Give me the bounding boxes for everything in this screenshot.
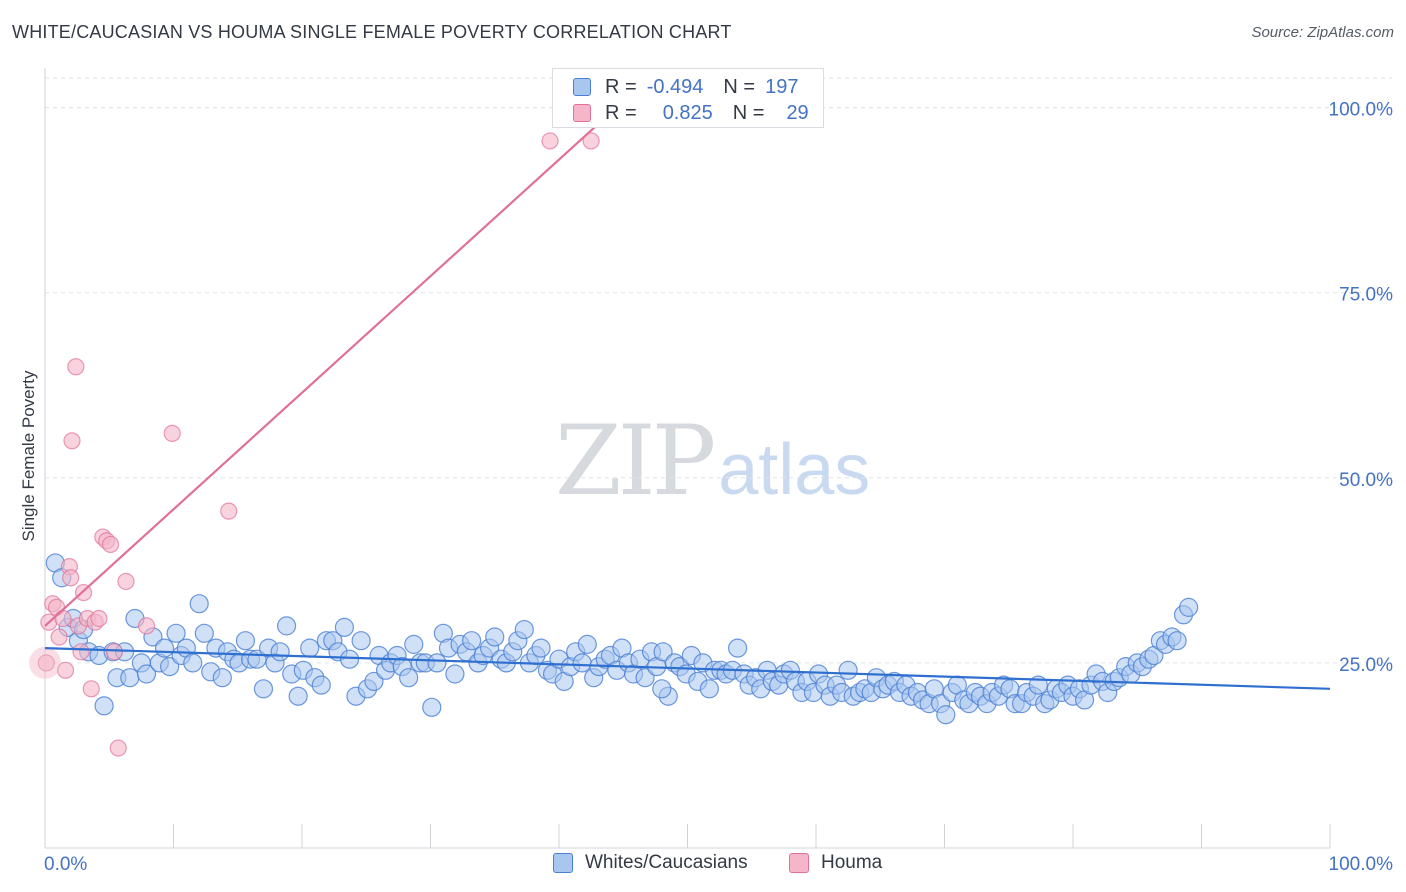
houma-point (582, 132, 600, 150)
watermark-zip: ZIP (555, 405, 716, 517)
houma-point (56, 661, 75, 679)
x-tick-label: 0.0% (44, 854, 87, 875)
whites-point (120, 668, 140, 688)
whites-point (699, 679, 719, 699)
legend-r-label: R = (605, 101, 637, 124)
houma-point (67, 358, 85, 376)
legend-n-label: N = (723, 75, 756, 98)
legend-row-houma: R = 0.825 N = 29 (573, 101, 809, 125)
houma-point (63, 432, 81, 450)
y-axis-label: Single Female Poverty (19, 370, 38, 542)
whites-point (311, 675, 331, 695)
houma-point (82, 680, 100, 698)
whites-point (189, 594, 209, 614)
whites-point (212, 668, 232, 688)
legend-n-value: 29 (786, 101, 809, 124)
watermark: ZIPatlas (555, 405, 870, 517)
whites-point (300, 638, 320, 658)
whites-point (652, 679, 672, 699)
y-tick-label: 50.0% (1339, 470, 1393, 491)
whites-point (445, 664, 465, 684)
houma-point (109, 739, 127, 757)
whites-point (427, 653, 447, 673)
whites-point (577, 634, 597, 654)
whites-point (270, 642, 290, 662)
houma-point (37, 654, 55, 672)
whites-point (235, 631, 256, 651)
whites-point (136, 664, 157, 684)
houma-point (137, 617, 156, 635)
watermark-atlas: atlas (718, 430, 871, 510)
chart-title: WHITE/CAUCASIAN VS HOUMA SINGLE FEMALE P… (12, 22, 732, 42)
houma-point (50, 628, 68, 646)
whites-point (1167, 631, 1187, 651)
houma-point (101, 535, 120, 554)
legend-row-whites: R = -0.494 N = 197 (573, 75, 798, 99)
legend-r-value: -0.494 (646, 75, 704, 98)
y-tick-label: 75.0% (1339, 285, 1393, 306)
whites-point (1179, 597, 1199, 617)
y-tick-label: 100.0% (1329, 100, 1394, 121)
legend-swatch-whites (573, 78, 591, 96)
whites-point (635, 668, 655, 688)
houma-point (105, 643, 123, 661)
whites-point (399, 668, 419, 688)
whites-point (653, 642, 673, 662)
whites-point (462, 631, 482, 651)
whites-point (936, 705, 956, 725)
whites-point (334, 617, 355, 637)
whites-point (514, 619, 534, 640)
whites-point (339, 649, 360, 669)
series-legend-houma[interactable]: Houma (789, 852, 882, 874)
whites-point (253, 679, 274, 699)
series-legend: Whites/Caucasians Houma (0, 852, 1406, 878)
houma-point (541, 132, 559, 150)
whites-point (194, 623, 214, 643)
legend-n-value: 197 (765, 75, 799, 98)
whites-point (160, 657, 180, 677)
series-swatch-houma (789, 853, 809, 873)
whites-point (485, 627, 505, 647)
series-legend-label: Whites/Caucasians (585, 852, 748, 873)
whites-point (531, 638, 551, 658)
x-tick-label: 100.0% (1329, 854, 1394, 875)
y-tick-label: 25.0% (1339, 655, 1393, 676)
correlation-legend: R = -0.494 N = 197 R = 0.825 N = 29 (552, 68, 824, 128)
houma-point (62, 569, 80, 587)
whites-point (404, 634, 424, 654)
houma-point (72, 643, 90, 661)
whites-point (572, 653, 592, 673)
whites-point (166, 623, 186, 643)
series-swatch-whites (553, 853, 573, 873)
legend-n-label: N = (732, 101, 765, 124)
whites-point (288, 686, 308, 706)
houma-trend-line (44, 77, 650, 627)
houma-point (29, 646, 61, 679)
whites-point (94, 696, 114, 716)
whites-point (154, 638, 175, 658)
series-legend-label: Houma (821, 852, 883, 873)
whites-point (364, 671, 384, 692)
houma-point (163, 424, 181, 442)
source-label: Source: ZipAtlas.com (1251, 24, 1394, 41)
whites-point (728, 638, 748, 658)
houma-point (90, 609, 108, 628)
legend-r-value: 0.825 (662, 101, 713, 124)
legend-swatch-houma (573, 104, 591, 122)
whites-point (422, 697, 442, 717)
houma-point (54, 609, 72, 628)
whites-point (276, 616, 297, 636)
legend-r-label: R = (605, 75, 637, 98)
whites-point (838, 660, 858, 680)
whites-point (183, 653, 203, 673)
whites-point (351, 631, 371, 651)
series-legend-whites[interactable]: Whites/Caucasians (553, 852, 748, 874)
whites-trend-line (44, 646, 1331, 690)
houma-point (220, 502, 238, 520)
houma-point (117, 572, 135, 591)
